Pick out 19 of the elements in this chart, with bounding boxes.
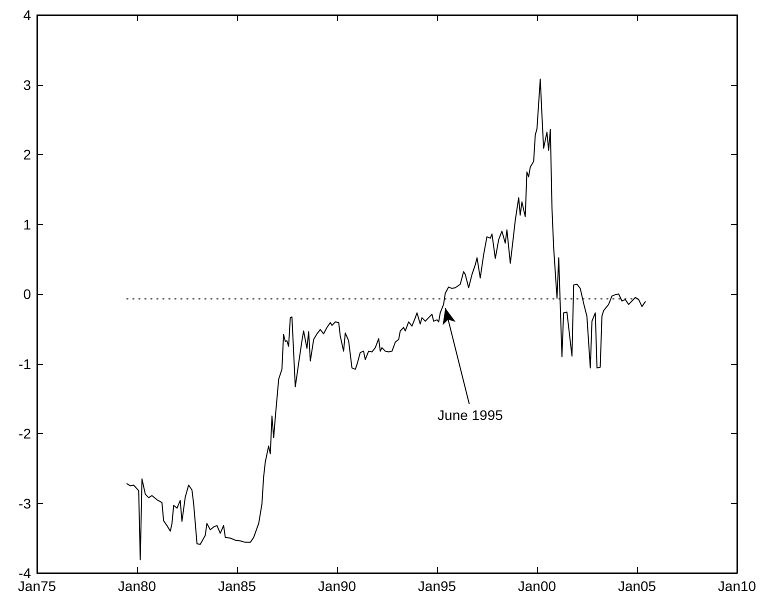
- line-series: [126, 78, 646, 560]
- x-tick-label: Jan80: [118, 578, 156, 594]
- y-tick-label: 1: [23, 216, 32, 232]
- y-tick-label: -1: [18, 356, 32, 372]
- x-tick-label: Jan95: [418, 578, 456, 594]
- x-tick-label: Jan10: [718, 578, 756, 594]
- y-tick-label: 4: [23, 7, 32, 23]
- y-tick-label: 2: [23, 146, 32, 162]
- x-tick-label: Jan75: [18, 578, 56, 594]
- y-tick-label: -4: [18, 565, 32, 581]
- x-tick-label: Jan05: [618, 578, 656, 594]
- x-tick-label: Jan85: [218, 578, 256, 594]
- y-tick-label: 0: [23, 286, 32, 302]
- y-tick-label: -2: [18, 426, 32, 442]
- y-tick-label: -3: [18, 495, 32, 512]
- x-tick-label: Jan00: [518, 578, 556, 594]
- y-tick-label: 3: [23, 76, 32, 93]
- annotation: June 1995: [438, 406, 504, 423]
- x-tick-label: Jan90: [318, 578, 356, 594]
